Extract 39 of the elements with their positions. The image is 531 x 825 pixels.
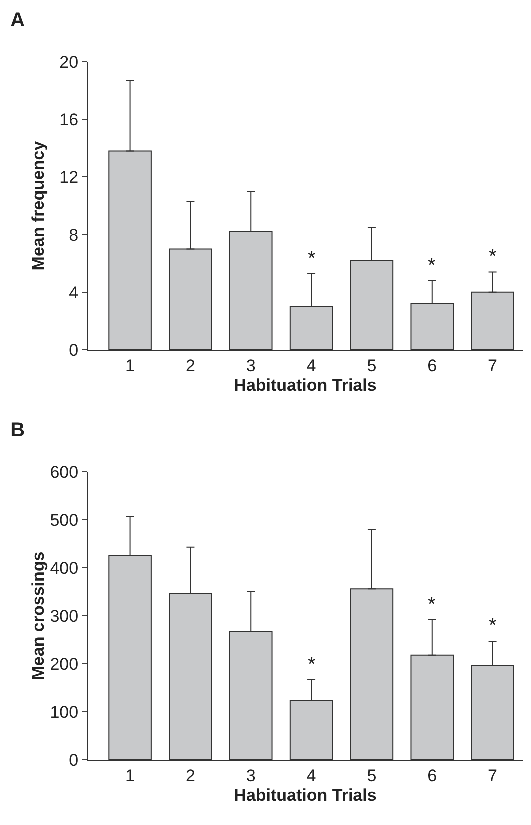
x-tick-label: 2 xyxy=(186,356,196,376)
annotation: * xyxy=(428,594,436,616)
chart-title: B xyxy=(10,419,26,442)
x-tick-label: 1 xyxy=(126,356,136,376)
annotation: * xyxy=(308,248,316,270)
y-axis-title: Mean crossings xyxy=(29,552,48,680)
y-tick-label: 0 xyxy=(69,340,79,360)
y-tick-label: 20 xyxy=(60,52,79,72)
annotation: * xyxy=(308,654,316,676)
x-tick-label: 1 xyxy=(126,766,136,786)
x-axis-title: Habituation Trials xyxy=(234,786,377,805)
y-tick-label: 400 xyxy=(50,558,79,578)
y-tick-label: 200 xyxy=(50,654,79,674)
x-tick-label: 6 xyxy=(428,766,438,786)
x-tick-label: 7 xyxy=(488,356,498,376)
y-tick-label: 600 xyxy=(50,462,79,482)
x-tick-label: 5 xyxy=(367,766,377,786)
x-tick-label: 5 xyxy=(367,356,377,376)
y-axis-title: Mean frequency xyxy=(29,140,48,271)
x-tick-label: 4 xyxy=(306,356,316,376)
x-tick-label: 7 xyxy=(488,766,498,786)
y-tick-label: 300 xyxy=(50,606,79,626)
annotation: * xyxy=(428,255,436,277)
chart-title: A xyxy=(10,9,26,32)
x-axis-title: Habituation Trials xyxy=(234,376,377,395)
y-tick-label: 100 xyxy=(50,702,79,722)
y-tick-label: 16 xyxy=(60,110,79,130)
y-tick-label: 500 xyxy=(50,510,79,530)
annotation: * xyxy=(489,615,497,637)
x-tick-label: 3 xyxy=(246,356,256,376)
y-tick-label: 12 xyxy=(60,168,79,188)
y-tick-label: 8 xyxy=(69,226,79,245)
annotation: * xyxy=(489,246,497,268)
x-tick-label: 2 xyxy=(186,766,196,786)
x-tick-label: 4 xyxy=(306,766,316,786)
y-tick-label: 0 xyxy=(69,750,79,770)
x-tick-label: 6 xyxy=(428,356,438,376)
y-tick-label: 4 xyxy=(69,283,79,302)
x-tick-label: 3 xyxy=(246,766,256,786)
